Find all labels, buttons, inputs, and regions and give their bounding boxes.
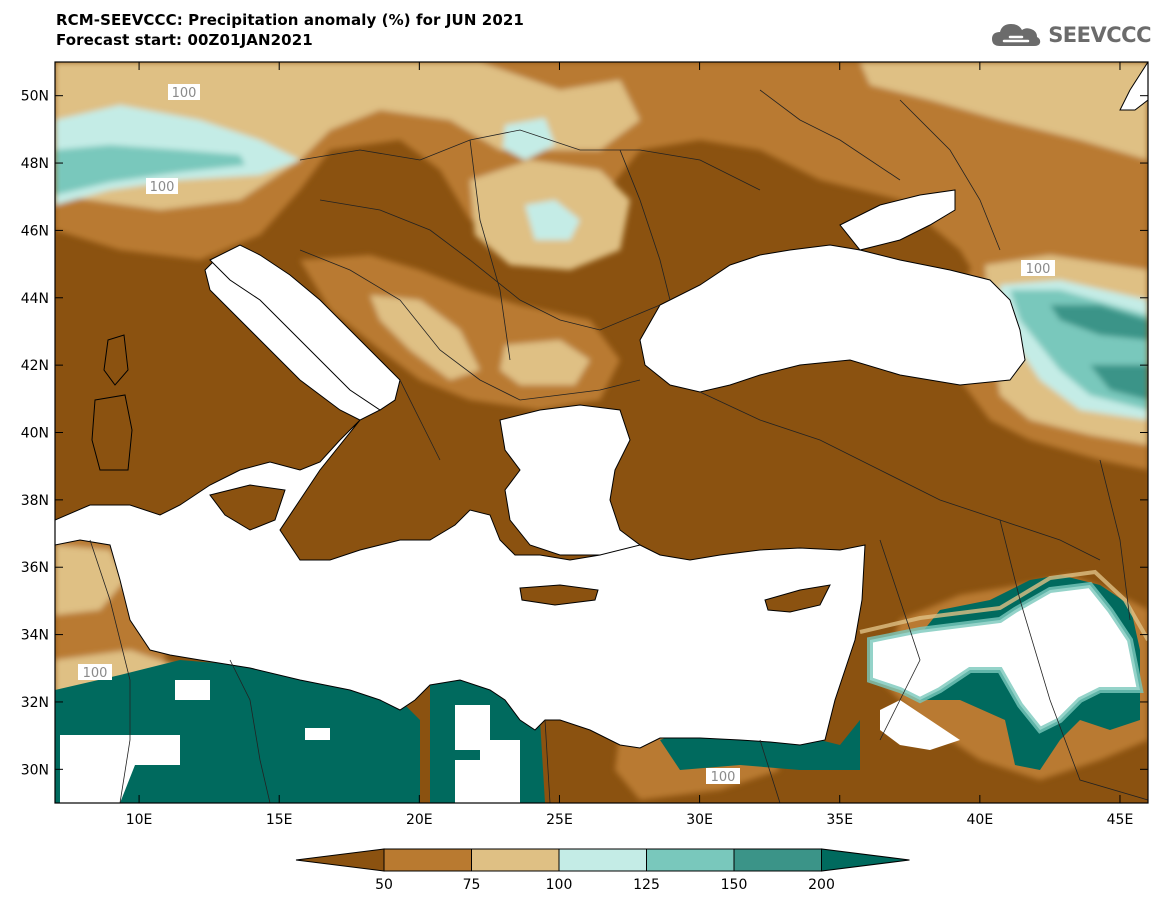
- anomaly-zone-caucasus-teal: [1050, 305, 1148, 340]
- title-line-1: RCM-SEEVCCC: Precipitation anomaly (%) f…: [56, 11, 524, 29]
- colorbar-label: 125: [633, 877, 660, 893]
- anomaly-zone-russia-light: [860, 62, 1148, 160]
- anomaly-zone-alps-medium-teal: [55, 145, 245, 195]
- title-line-2: Forecast start: 00Z01JAN2021: [56, 31, 313, 49]
- sicily: [209, 484, 286, 531]
- lat-tick-label: 42N: [21, 358, 49, 374]
- anomaly-zone-slovakia-pale: [503, 118, 555, 160]
- sardinia: [91, 394, 133, 471]
- lat-tick-label: 46N: [21, 223, 49, 239]
- map-title: RCM-SEEVCCC: Precipitation anomaly (%) f…: [56, 10, 524, 50]
- contour-labels: 100 100 100 100 100: [78, 84, 1055, 785]
- crete: [519, 584, 599, 606]
- caspian-sea-edge: [1119, 62, 1148, 111]
- lon-tick-label: 20E: [406, 812, 433, 828]
- latitude-axis: 50N 48N 46N 44N 42N 40N 38N 36N 34N 32N 30N: [21, 89, 1148, 778]
- colorbar-segment: [733, 848, 822, 872]
- cyprus: [764, 584, 831, 613]
- longitude-axis: 10E 15E 20E 25E 30E 35E 40E 45E: [126, 62, 1134, 828]
- anomaly-zone-bulgaria-light: [500, 340, 590, 385]
- colorbar-segment: [471, 848, 560, 872]
- anomaly-zone-north-africa-dark-teal: [55, 660, 420, 803]
- cloud-icon: [992, 24, 1041, 46]
- seevccc-logo: SEEVCCC: [990, 20, 1151, 50]
- missing-data-middle-east: [870, 585, 1140, 750]
- lat-tick-label: 44N: [21, 291, 49, 307]
- lat-tick-label: 40N: [21, 426, 49, 442]
- colorbar-segment: [646, 848, 735, 872]
- contour-band-middle-east-pale: [867, 581, 1144, 734]
- lat-tick-label: 36N: [21, 560, 49, 576]
- colorbar-above-arrow: [821, 848, 910, 872]
- lon-tick-label: 40E: [967, 812, 994, 828]
- anomaly-zone-serbia-light: [370, 295, 480, 380]
- colorbar-segment: [383, 848, 472, 872]
- lat-tick-label: 34N: [21, 628, 49, 644]
- lon-tick-label: 45E: [1107, 812, 1134, 828]
- colorbar: 50 75 100 125 150 200: [295, 848, 910, 893]
- colorbar-label: 150: [721, 877, 748, 893]
- anomaly-zone-georgia-teal: [1090, 365, 1148, 400]
- lon-tick-label: 10E: [126, 812, 153, 828]
- lon-tick-label: 15E: [266, 812, 293, 828]
- contour-label-egypt: 100: [711, 770, 736, 785]
- colorbar-label: 50: [375, 877, 393, 893]
- colorbar-label: 200: [808, 877, 835, 893]
- lon-tick-label: 30E: [686, 812, 713, 828]
- country-borders: [89, 89, 1148, 803]
- lat-tick-label: 30N: [21, 762, 49, 778]
- contour-label-switzerland: 100: [150, 180, 175, 195]
- lat-tick-label: 50N: [21, 89, 49, 105]
- sea-areas: [55, 62, 1148, 749]
- lat-tick-label: 32N: [21, 695, 49, 711]
- contour-band-middle-east-light: [859, 569, 1148, 641]
- colorbar-label: 75: [463, 877, 481, 893]
- contour-label-alps: 100: [172, 86, 197, 101]
- adriatic-sea: [209, 244, 401, 411]
- lon-tick-label: 35E: [826, 812, 853, 828]
- aegean-sea: [499, 404, 642, 556]
- sea-of-azov: [839, 189, 956, 251]
- lat-tick-label: 38N: [21, 493, 49, 509]
- islands: [91, 334, 831, 613]
- anomaly-zone-romania-pale: [525, 200, 580, 240]
- contour-label-libya: 100: [83, 666, 108, 681]
- anomaly-zone-tunisia-light: [55, 545, 125, 615]
- colorbar-below-arrow: [295, 848, 385, 872]
- missing-data-north-africa: [60, 680, 520, 803]
- lat-tick-label: 48N: [21, 156, 49, 172]
- corsica: [103, 334, 129, 386]
- colorbar-segment: [558, 848, 647, 872]
- lon-tick-label: 25E: [546, 812, 573, 828]
- contour-label-caucasus: 100: [1026, 262, 1051, 277]
- logo-text: SEEVCCC: [1048, 23, 1151, 47]
- colorbar-label: 100: [546, 877, 573, 893]
